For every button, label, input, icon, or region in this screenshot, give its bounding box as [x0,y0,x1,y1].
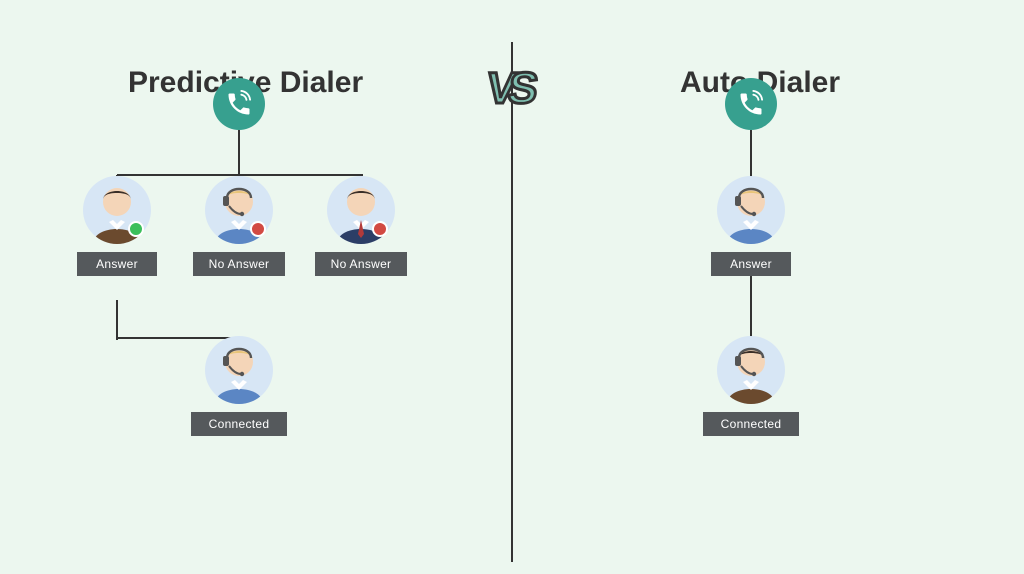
connector-line [117,337,241,339]
connector-line [238,130,240,177]
avatar-a-connected [717,336,785,404]
label-a-answer: Answer [711,252,791,276]
connector-line [750,130,752,178]
status-dot-green [128,221,144,237]
center-divider [511,42,513,562]
label-p-answer: Answer [77,252,157,276]
label-p-connected: Connected [191,412,287,436]
status-dot-red [372,221,388,237]
avatar-a-answer [717,176,785,244]
connector-line [750,276,752,338]
avatar-p-connected [205,336,273,404]
vs-badge: VS [483,64,539,114]
label-a-connected: Connected [703,412,799,436]
status-dot-red [250,221,266,237]
label-p-noanswer2: No Answer [315,252,407,276]
phone-icon [213,78,265,130]
connector-line [116,300,118,340]
label-p-noanswer1: No Answer [193,252,285,276]
phone-icon [725,78,777,130]
diagram-canvas: Predictive DialerAuto DialerVSAnswerNo A… [0,0,1024,574]
